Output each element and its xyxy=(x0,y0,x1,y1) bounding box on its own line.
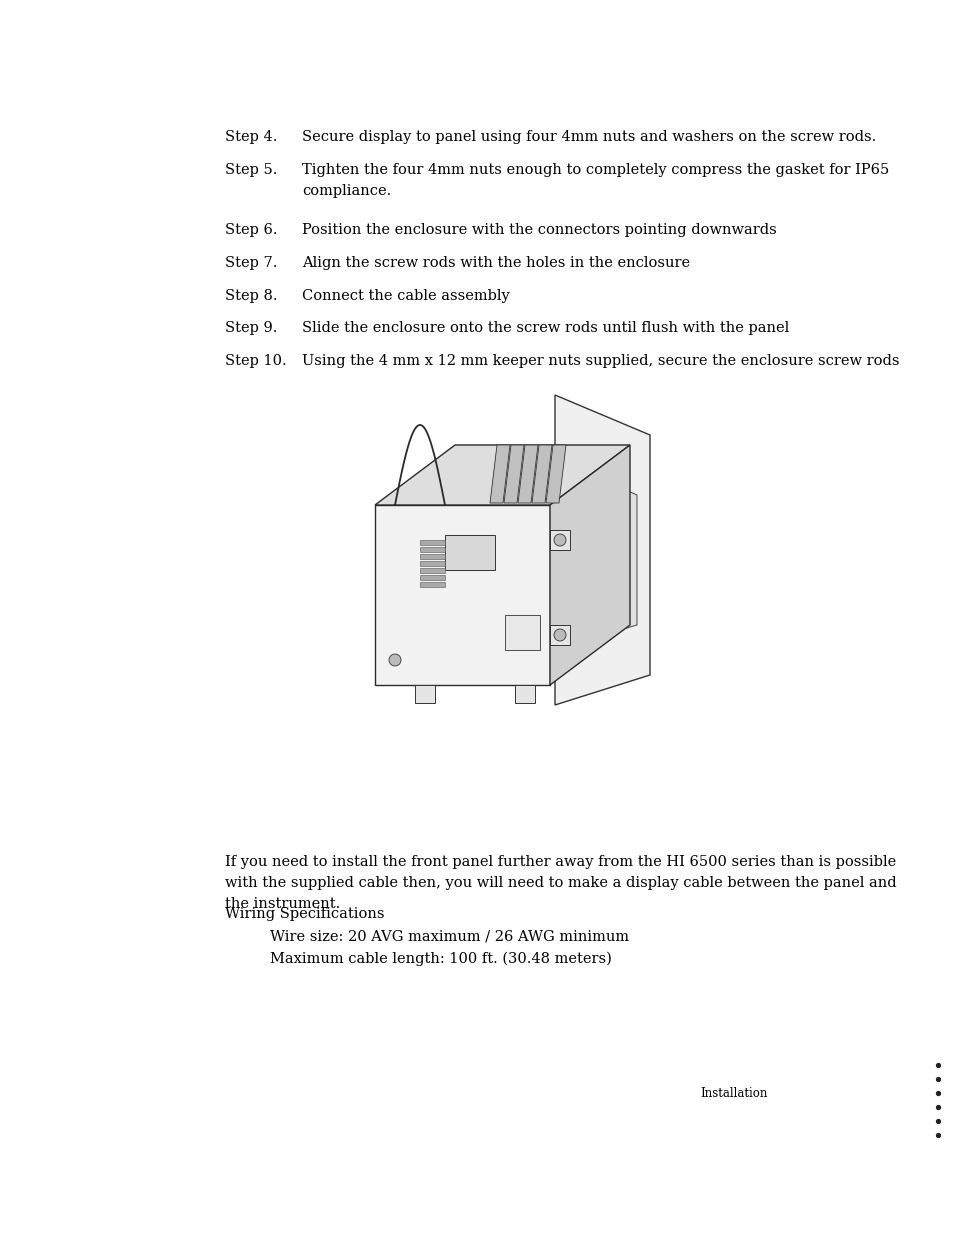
Circle shape xyxy=(554,534,565,546)
Text: compliance.: compliance. xyxy=(302,184,391,198)
Text: Step 7.: Step 7. xyxy=(225,256,277,270)
Text: Secure display to panel using four 4mm nuts and washers on the screw rods.: Secure display to panel using four 4mm n… xyxy=(302,130,876,144)
Text: Step 9.: Step 9. xyxy=(225,321,277,335)
Text: Slide the enclosure onto the screw rods until flush with the panel: Slide the enclosure onto the screw rods … xyxy=(302,321,788,335)
Text: Align the screw rods with the holes in the enclosure: Align the screw rods with the holes in t… xyxy=(302,256,689,270)
Polygon shape xyxy=(415,685,435,703)
Text: Wire size: 20 AVG maximum / 26 AWG minimum: Wire size: 20 AVG maximum / 26 AWG minim… xyxy=(270,930,628,944)
Polygon shape xyxy=(419,576,444,580)
Text: Maximum cable length: 100 ft. (30.48 meters): Maximum cable length: 100 ft. (30.48 met… xyxy=(270,952,611,967)
Polygon shape xyxy=(503,445,523,503)
Text: Using the 4 mm x 12 mm keeper nuts supplied, secure the enclosure screw rods: Using the 4 mm x 12 mm keeper nuts suppl… xyxy=(302,353,899,368)
Polygon shape xyxy=(375,505,550,685)
Polygon shape xyxy=(532,445,552,503)
Text: Connect the cable assembly: Connect the cable assembly xyxy=(302,289,509,303)
Polygon shape xyxy=(419,582,444,587)
Polygon shape xyxy=(550,625,569,645)
Text: Installation: Installation xyxy=(700,1087,766,1100)
Polygon shape xyxy=(517,445,537,503)
Text: Step 8.: Step 8. xyxy=(225,289,277,303)
Polygon shape xyxy=(444,535,495,571)
Circle shape xyxy=(389,655,400,666)
Polygon shape xyxy=(419,561,444,566)
Text: If you need to install the front panel further away from the HI 6500 series than: If you need to install the front panel f… xyxy=(225,855,895,869)
Polygon shape xyxy=(515,685,535,703)
Text: Step 10.: Step 10. xyxy=(225,353,286,368)
Text: Step 6.: Step 6. xyxy=(225,224,277,237)
Polygon shape xyxy=(419,540,444,545)
Polygon shape xyxy=(550,530,569,550)
Polygon shape xyxy=(419,555,444,559)
Polygon shape xyxy=(550,445,629,685)
Text: Step 5.: Step 5. xyxy=(225,163,277,177)
Polygon shape xyxy=(555,395,649,705)
Polygon shape xyxy=(504,615,539,650)
Text: with the supplied cable then, you will need to make a display cable between the : with the supplied cable then, you will n… xyxy=(225,876,896,890)
Text: Position the enclosure with the connectors pointing downwards: Position the enclosure with the connecto… xyxy=(302,224,776,237)
Circle shape xyxy=(554,629,565,641)
Text: Step 4.: Step 4. xyxy=(225,130,277,144)
Polygon shape xyxy=(419,568,444,573)
Polygon shape xyxy=(545,445,565,503)
Polygon shape xyxy=(569,466,637,645)
Polygon shape xyxy=(490,445,510,503)
Text: the instrument.: the instrument. xyxy=(225,897,340,911)
Polygon shape xyxy=(375,445,629,505)
Text: Tighten the four 4mm nuts enough to completely compress the gasket for IP65: Tighten the four 4mm nuts enough to comp… xyxy=(302,163,888,177)
Polygon shape xyxy=(419,547,444,552)
Text: Wiring Specifications: Wiring Specifications xyxy=(225,906,384,921)
